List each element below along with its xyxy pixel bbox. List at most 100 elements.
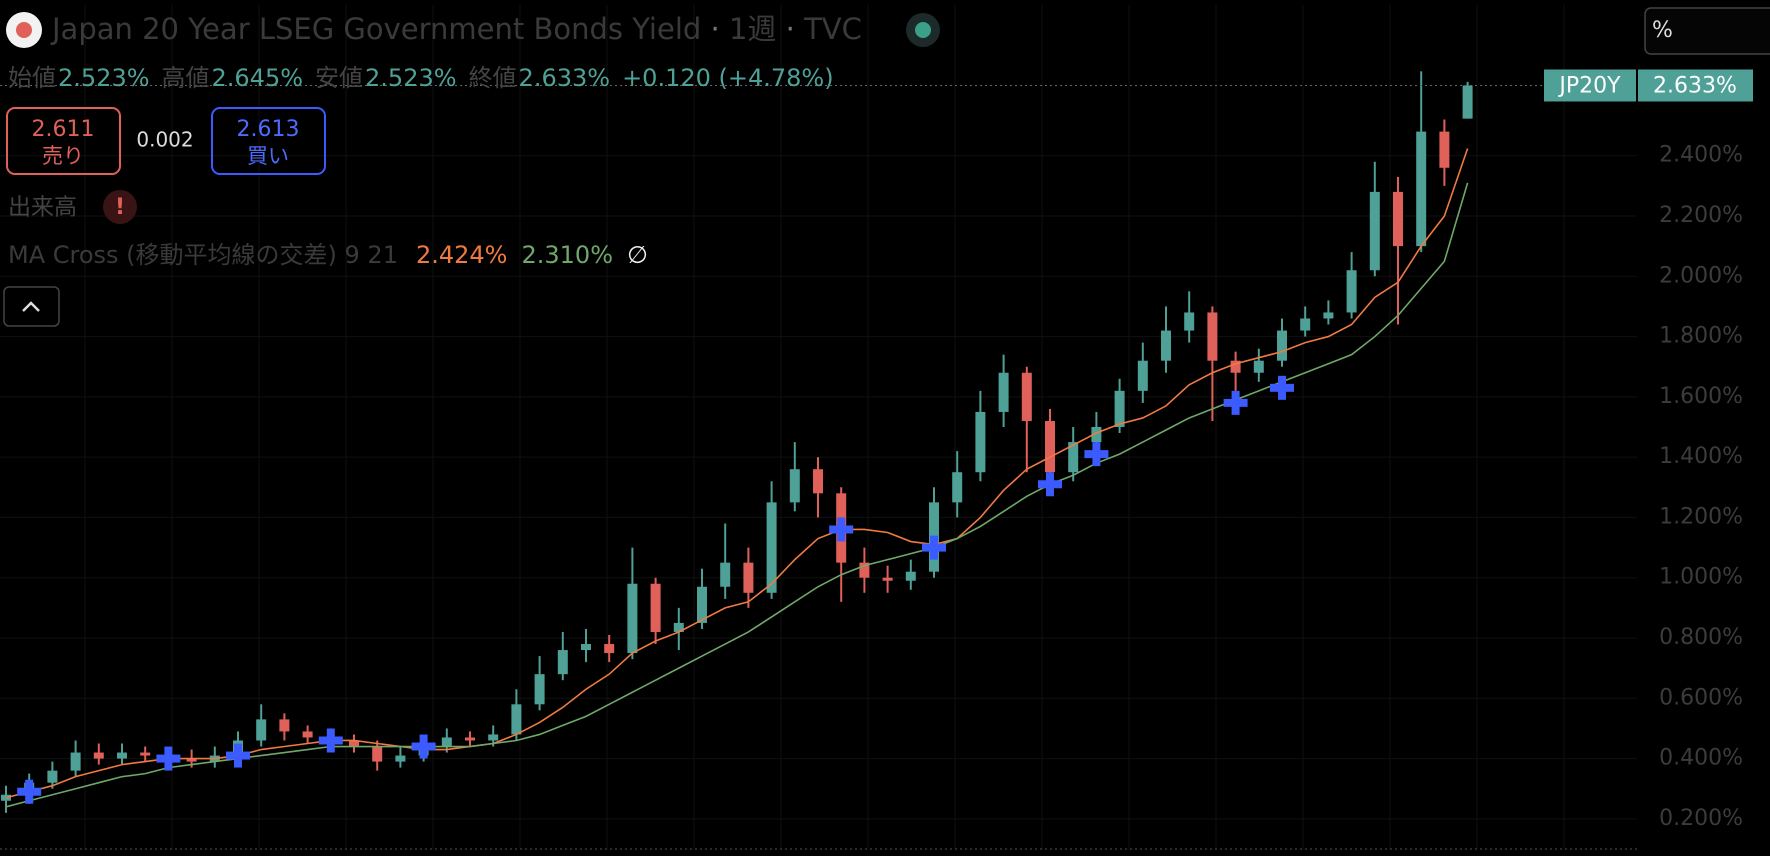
sell-button[interactable] bbox=[6, 107, 121, 175]
title-text: Japan 20 Year LSEG Government Bonds Yiel… bbox=[50, 12, 701, 46]
y-tick-label: 0.600% bbox=[1659, 685, 1743, 710]
indicator: MA Cross (移動平均線の交差) 9 21 2.424% 2.310% ∅ bbox=[8, 241, 648, 269]
candle-body bbox=[140, 752, 151, 756]
candle-body bbox=[511, 704, 522, 735]
symbol-tag bbox=[1544, 69, 1636, 102]
ohlc-label: 始値 bbox=[8, 64, 56, 92]
indicator-name: MA Cross (移動平均線の交差) 9 21 bbox=[8, 241, 398, 269]
y-tick-label: 1.000% bbox=[1659, 565, 1743, 590]
candle-body bbox=[93, 752, 104, 759]
candle-body bbox=[557, 650, 568, 675]
cross-v bbox=[326, 728, 335, 753]
candle-body bbox=[743, 562, 754, 593]
candle-body bbox=[1323, 312, 1334, 319]
candle-body bbox=[279, 719, 290, 732]
y-tick-label: 2.200% bbox=[1659, 203, 1743, 228]
candle-body bbox=[47, 770, 58, 783]
candle-body bbox=[1207, 312, 1218, 361]
candle-body bbox=[70, 752, 81, 771]
symbol-icon-dot bbox=[16, 22, 32, 38]
candle-body bbox=[441, 737, 452, 747]
cross-marker bbox=[17, 779, 42, 804]
candle-body bbox=[1184, 312, 1195, 331]
cross-v bbox=[234, 743, 242, 768]
candle-body bbox=[813, 469, 823, 494]
cross-v bbox=[1278, 375, 1286, 400]
candle-body bbox=[186, 758, 197, 762]
y-tick-label: 0.200% bbox=[1659, 806, 1743, 831]
cross-v bbox=[1231, 390, 1240, 415]
warning-icon[interactable] bbox=[103, 190, 137, 224]
y-tick-label: 0.400% bbox=[1659, 746, 1743, 771]
title: Japan 20 Year LSEG Government Bonds Yiel… bbox=[50, 12, 862, 46]
candle-body bbox=[975, 411, 986, 473]
candle-body bbox=[604, 644, 615, 654]
candle-body bbox=[465, 737, 475, 741]
buy-price: 2.613 bbox=[237, 117, 300, 142]
candle-body bbox=[1462, 85, 1473, 119]
candle-body bbox=[372, 746, 383, 762]
collapse-icon bbox=[22, 301, 40, 312]
candle-body bbox=[1230, 360, 1241, 373]
sell-price: 2.611 bbox=[32, 117, 95, 142]
candle-body bbox=[488, 734, 499, 741]
y-tick-label: 1.800% bbox=[1659, 324, 1743, 349]
warning-mark: ! bbox=[115, 195, 125, 220]
candle-body bbox=[1369, 191, 1380, 271]
candle-body bbox=[1253, 360, 1264, 373]
cross-v bbox=[1046, 472, 1054, 497]
ohlc: 始値2.523% 高値2.645% 安値2.523% 終値2.633% +0.120 (… bbox=[8, 64, 834, 92]
cross-marker bbox=[829, 517, 854, 542]
candle-body bbox=[1021, 372, 1032, 421]
y-tick-label: 2.400% bbox=[1659, 143, 1743, 168]
candle-body bbox=[1439, 131, 1450, 168]
ohlc-label: 安値 bbox=[315, 64, 363, 92]
collapse-button[interactable] bbox=[3, 286, 60, 327]
candle-body bbox=[905, 571, 916, 581]
candle-body bbox=[650, 583, 661, 632]
candle-body bbox=[859, 562, 870, 578]
symbol-tag-text: JP20Y bbox=[1557, 73, 1621, 98]
candle-body bbox=[673, 622, 684, 632]
ma-fast: 2.424% bbox=[416, 241, 508, 269]
cross-marker bbox=[922, 535, 946, 560]
candle-body bbox=[1161, 330, 1171, 361]
buy-button[interactable] bbox=[211, 107, 326, 175]
status-dot bbox=[915, 22, 931, 38]
candle-body bbox=[1114, 390, 1125, 427]
y-tick-label: 2.000% bbox=[1659, 263, 1743, 288]
scale-mode-box[interactable] bbox=[1644, 7, 1770, 55]
candle-body bbox=[1346, 270, 1357, 313]
candle-body bbox=[882, 577, 893, 581]
scale-mode: % bbox=[1652, 18, 1673, 43]
source: TVC bbox=[803, 12, 862, 46]
sell-label: 売り bbox=[42, 144, 84, 168]
ohlc-label: 高値 bbox=[162, 64, 210, 92]
y-tick-label: 1.600% bbox=[1659, 384, 1743, 409]
interval: 1週 bbox=[729, 12, 776, 46]
spread: 0.002 bbox=[136, 128, 193, 152]
volume-label: 出来高 bbox=[8, 195, 77, 221]
ohlc-value: 2.523% bbox=[365, 64, 457, 92]
cross-marker bbox=[1084, 442, 1109, 467]
candle-body bbox=[766, 502, 777, 593]
cross-v bbox=[164, 746, 173, 771]
ma-slow: 2.310% bbox=[521, 241, 613, 269]
candle-body bbox=[256, 719, 267, 741]
cross-marker bbox=[1038, 472, 1062, 497]
cross-marker bbox=[156, 746, 181, 771]
cross-marker bbox=[411, 734, 436, 759]
cross-v bbox=[837, 517, 846, 542]
ohlc-value: 2.523% bbox=[58, 64, 150, 92]
candle-body bbox=[998, 372, 1009, 412]
hide-icon[interactable]: ∅ bbox=[627, 241, 648, 269]
candle-body bbox=[627, 583, 638, 654]
candle-body bbox=[1091, 427, 1102, 443]
candle-body bbox=[534, 674, 545, 705]
cross-marker bbox=[226, 743, 250, 768]
candle-body bbox=[581, 644, 591, 651]
cross-marker bbox=[1270, 375, 1294, 400]
candle-body bbox=[302, 731, 313, 738]
